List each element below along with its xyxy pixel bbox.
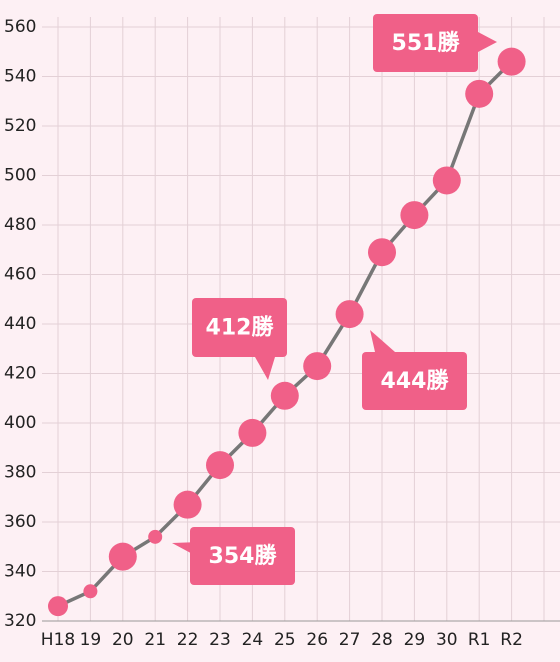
point xyxy=(206,451,234,480)
y-tick-label: 360 xyxy=(4,512,36,532)
x-tick-label: 19 xyxy=(80,630,102,650)
callout-tail xyxy=(478,32,497,52)
point xyxy=(400,201,429,230)
y-tick-label: 380 xyxy=(4,463,36,483)
annotation: 412勝 xyxy=(206,316,275,341)
x-tick-label: H18 xyxy=(41,630,75,650)
callout: 444勝 xyxy=(362,330,467,410)
y-tick-label: 500 xyxy=(4,166,36,186)
point xyxy=(83,584,98,599)
y-tick-label: 540 xyxy=(4,67,36,87)
x-tick-label: 27 xyxy=(339,630,361,650)
y-tick-label: 320 xyxy=(4,611,36,631)
y-tick-label: 520 xyxy=(4,116,36,136)
annotation: 444勝 xyxy=(381,369,450,394)
y-tick-label: 400 xyxy=(4,413,36,433)
point xyxy=(270,381,299,410)
x-tick-label: 22 xyxy=(177,630,199,650)
callout-tail xyxy=(370,330,395,352)
annotation: 354勝 xyxy=(209,544,278,569)
x-tick-label: 29 xyxy=(404,630,426,650)
y-tick-label: 560 xyxy=(4,17,36,37)
point xyxy=(335,300,364,329)
point xyxy=(465,79,494,108)
point xyxy=(108,542,137,571)
callout-box xyxy=(362,352,467,410)
callout: 412勝 xyxy=(192,298,287,380)
point xyxy=(48,596,68,617)
y-tick-label: 440 xyxy=(4,314,36,334)
point xyxy=(173,490,202,519)
x-tick-label: R2 xyxy=(500,630,523,650)
x-tick-label: 26 xyxy=(306,630,328,650)
x-tick-label: R1 xyxy=(468,630,491,650)
x-tick-label: 20 xyxy=(112,630,134,650)
y-tick-label: 340 xyxy=(4,562,36,582)
callout-box xyxy=(373,14,478,72)
x-tick-label: 24 xyxy=(242,630,264,650)
y-tick-label: 460 xyxy=(4,265,36,285)
point xyxy=(368,238,396,267)
callout: 551勝 xyxy=(373,14,497,72)
point xyxy=(497,47,526,76)
point xyxy=(148,529,163,544)
callout: 354勝 xyxy=(172,527,295,585)
annotation: 551勝 xyxy=(392,31,461,56)
callout-box xyxy=(190,527,295,585)
callout-box xyxy=(192,298,287,357)
x-tick-label: 30 xyxy=(436,630,458,650)
point xyxy=(238,418,267,447)
y-tick-label: 420 xyxy=(4,364,36,384)
point xyxy=(432,166,461,195)
x-tick-label: 21 xyxy=(144,630,166,650)
callout-tail xyxy=(255,357,275,380)
x-tick-label: 25 xyxy=(274,630,296,650)
x-tick-label: 23 xyxy=(209,630,231,650)
x-tick-label: 28 xyxy=(371,630,393,650)
y-tick-label: 480 xyxy=(4,215,36,235)
point xyxy=(303,352,332,381)
